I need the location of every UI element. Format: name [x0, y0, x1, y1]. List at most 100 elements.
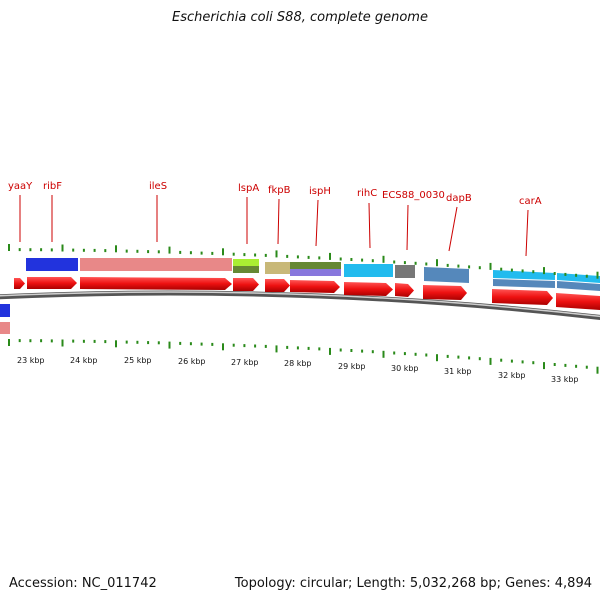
tick-mark: [318, 256, 321, 260]
feature-block-carA-bottom[interactable]: [493, 279, 555, 288]
ruler-label-26: 26 kbp: [178, 357, 206, 366]
tick-mark: [18, 339, 21, 343]
gene-label-carA[interactable]: carA: [519, 196, 542, 207]
leader-line: [277, 198, 280, 245]
feature-block[interactable]: [0, 322, 10, 334]
gene-label-ribF[interactable]: ribF: [43, 181, 62, 192]
tick-mark: [136, 340, 139, 344]
tick-mark: [500, 267, 503, 271]
feature-block-ileS[interactable]: [80, 258, 232, 271]
gene-label-dapB[interactable]: dapB: [446, 193, 472, 204]
tick-mark: [403, 261, 406, 265]
leader-line: [315, 199, 319, 247]
tick-mark: [61, 244, 64, 252]
tick-mark: [18, 248, 21, 252]
tick-mark: [489, 262, 492, 270]
feature-block-rihC[interactable]: [344, 264, 393, 277]
tick-mark: [521, 269, 524, 273]
ruler-label-25: 25 kbp: [124, 356, 152, 365]
tick-mark: [414, 261, 417, 265]
cds-arrow-ribF[interactable]: [27, 277, 77, 289]
tick-mark: [286, 254, 289, 258]
cds-arrow-dapB[interactable]: [423, 285, 467, 300]
tick-mark: [222, 248, 224, 256]
ruler-label-23: 23 kbp: [17, 356, 45, 365]
feature-block-ispH-top[interactable]: [290, 262, 341, 269]
tick-mark: [393, 351, 396, 355]
tick-mark: [232, 343, 235, 347]
tick-mark: [264, 344, 267, 348]
tick-mark: [532, 361, 535, 365]
cds-arrow-carA[interactable]: [492, 289, 553, 305]
gene-label-rihC[interactable]: rihC: [357, 188, 377, 199]
feature-block-carB-bottom[interactable]: [557, 281, 600, 291]
cds-arrow-ECS88_0030[interactable]: [395, 283, 414, 297]
tick-mark: [329, 252, 331, 260]
leader-line: [525, 209, 529, 257]
gene-label-ileS[interactable]: ileS: [149, 181, 167, 192]
tick-mark: [575, 273, 578, 277]
tick-mark: [72, 339, 75, 343]
feature-block-lspA-bottom[interactable]: [233, 266, 259, 273]
tick-mark: [489, 357, 492, 365]
feature-block[interactable]: [0, 304, 10, 317]
tick-mark: [350, 349, 353, 352]
tick-mark: [189, 342, 192, 346]
tick-mark: [264, 253, 267, 257]
tick-mark: [211, 342, 214, 346]
cds-arrow-lspA[interactable]: [233, 278, 259, 291]
tick-mark: [585, 365, 588, 369]
genome-backbone: [0, 290, 600, 320]
cds-arrow-carB[interactable]: [556, 293, 600, 310]
feature-block-lspA-top[interactable]: [233, 259, 259, 266]
cds-arrow-fkpB[interactable]: [265, 279, 290, 292]
tick-mark: [436, 259, 438, 267]
cds-arrow-ileS[interactable]: [80, 277, 232, 290]
tick-mark: [243, 253, 246, 257]
tick-mark: [179, 250, 182, 254]
feature-block-ECS88_0030[interactable]: [395, 265, 415, 278]
leader-line: [406, 204, 409, 251]
tick-mark: [339, 257, 342, 261]
gene-label-yaaY[interactable]: yaaY: [8, 181, 33, 192]
tick-mark: [361, 349, 364, 353]
tick-mark: [222, 343, 224, 351]
tick-mark: [82, 339, 85, 343]
gene-label-fkpB[interactable]: fkpB: [268, 185, 291, 196]
tick-mark: [596, 271, 599, 279]
feature-block-dapB[interactable]: [424, 267, 469, 283]
tick-mark: [275, 250, 278, 258]
feature-block-carB-top[interactable]: [557, 273, 600, 283]
tick-mark: [254, 253, 257, 257]
gene-label-ECS88_0030[interactable]: ECS88_0030: [382, 190, 445, 201]
leader-line: [448, 206, 458, 252]
feature-block-carA-top[interactable]: [493, 270, 555, 280]
tick-mark: [457, 355, 460, 359]
ruler-label-24: 24 kbp: [70, 356, 98, 365]
tick-mark: [350, 258, 353, 261]
tick-mark: [553, 272, 556, 275]
tick-mark: [403, 352, 406, 356]
tick-mark: [575, 364, 578, 368]
tick-mark: [478, 266, 481, 270]
tick-mark: [361, 258, 364, 262]
feature-block-ispH-bottom[interactable]: [290, 269, 341, 276]
tick-mark: [468, 265, 471, 269]
tick-mark: [500, 358, 503, 362]
leader-line: [368, 202, 371, 249]
feature-block-fkpB[interactable]: [265, 262, 290, 274]
tick-mark: [596, 366, 599, 374]
tick-mark: [50, 339, 53, 343]
gene-label-lspA[interactable]: lspA: [238, 183, 259, 194]
tick-mark: [553, 363, 556, 366]
cds-arrow-rihC[interactable]: [344, 282, 393, 296]
cds-arrow-yaaY[interactable]: [14, 278, 25, 289]
gene-label-ispH[interactable]: ispH: [309, 186, 331, 197]
tick-mark: [115, 340, 117, 348]
feature-block-ribF[interactable]: [26, 258, 78, 271]
tick-mark: [40, 339, 43, 343]
tick-mark: [243, 344, 246, 348]
cds-arrow-ispH[interactable]: [290, 280, 340, 293]
tick-mark: [136, 249, 139, 253]
